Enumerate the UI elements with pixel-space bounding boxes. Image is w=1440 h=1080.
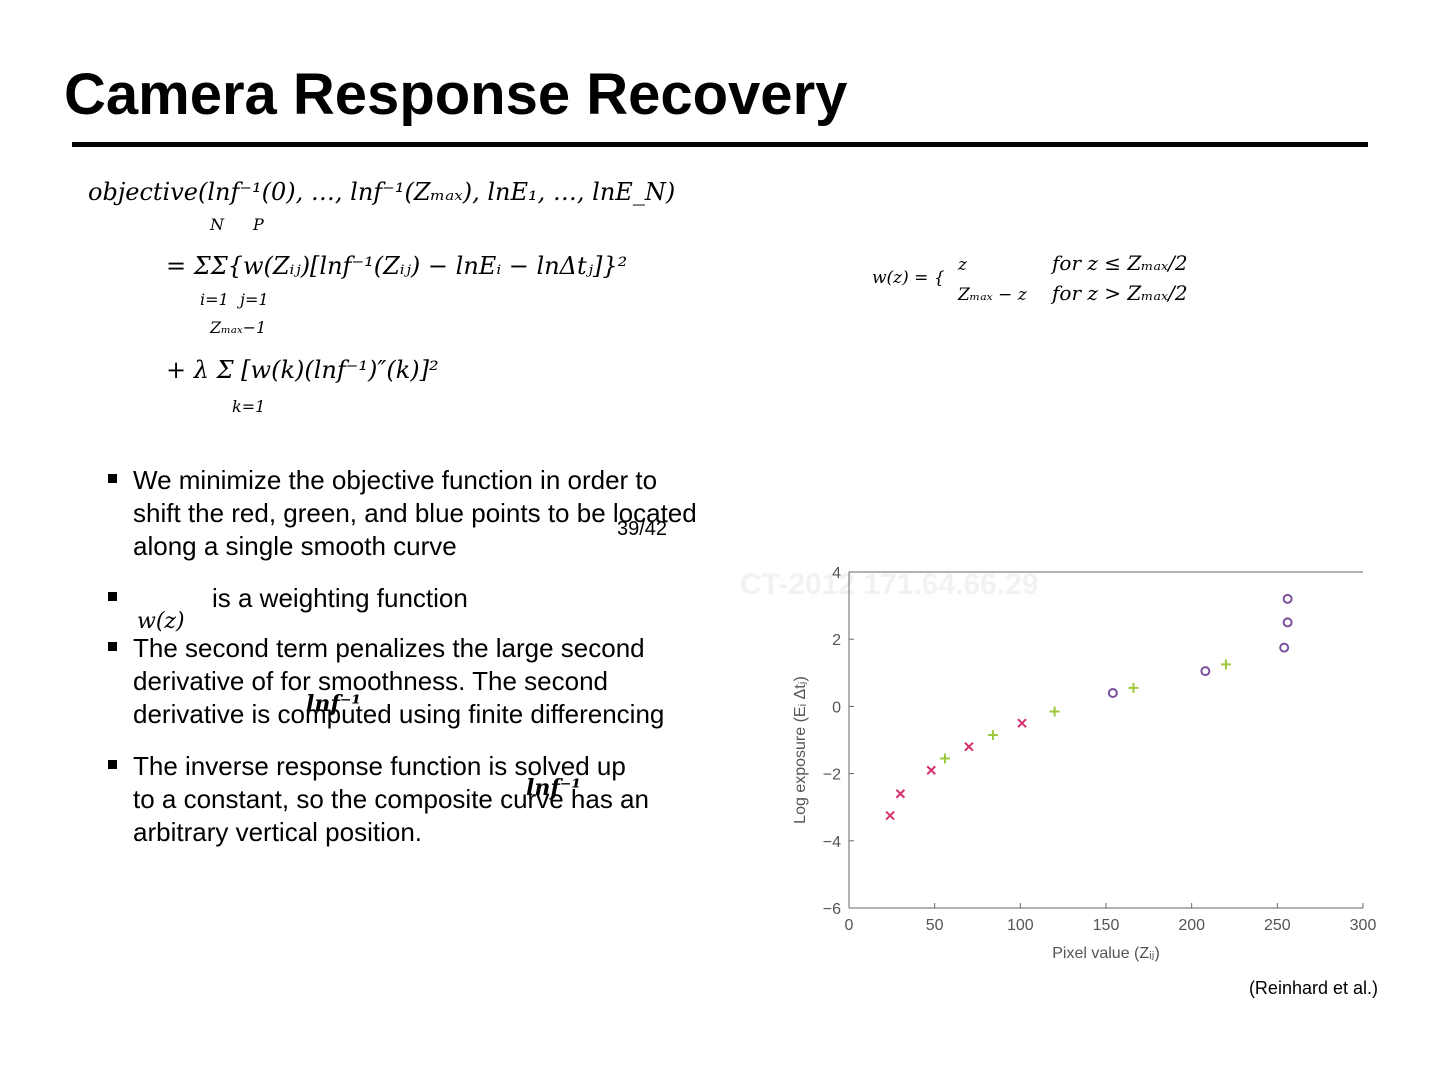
bullet-text: along a single smooth curve: [133, 531, 457, 561]
weight-case: for z > Zₘₐₓ/2: [1050, 281, 1188, 305]
equation: objective(lnf⁻¹(0), …, lnf⁻¹(Zₘₐₓ), lnE₁…: [88, 178, 675, 206]
x-axis-label: Pixel value (Zᵢⱼ): [1052, 945, 1160, 962]
sum-limit: Zₘₐₓ−1: [209, 318, 266, 337]
point: [1107, 687, 1118, 698]
x-tick-label: 300: [1350, 917, 1377, 934]
sum-limit: N: [209, 215, 225, 234]
x-tick-label: 100: [1007, 917, 1034, 934]
bullet: [108, 642, 117, 651]
x-tick-label: 0: [845, 917, 854, 934]
bullet-math: w(z): [137, 609, 185, 634]
equation: = ΣΣ{w(Zᵢⱼ)[lnf⁻¹(Zᵢⱼ) − lnEᵢ − lnΔtⱼ]}²: [166, 252, 627, 280]
bullet-text: shift the red, green, and blue points to…: [133, 498, 697, 528]
bullet-text: derivative is computed using finite diff…: [133, 699, 664, 729]
scatter-chart: 0 50 100 150 200 250 300 −6 −4 −2 0 2 4 Pixel value (…: [792, 565, 1376, 962]
bullet-text: The inverse response function is solved …: [133, 751, 626, 781]
y-tick-label: −2: [823, 767, 841, 784]
point: [964, 742, 974, 752]
point: [987, 729, 998, 740]
y-tick-label: 0: [832, 699, 841, 716]
x-tick-label: 250: [1264, 917, 1291, 934]
x-tick-label: 50: [926, 917, 944, 934]
sum-limit: k=1: [232, 397, 265, 416]
title: Camera Response Recovery: [64, 62, 847, 127]
bullet-text: arbitrary vertical position.: [133, 817, 422, 847]
point: [939, 753, 950, 764]
watermark: CT-2012 171.64.66.29: [740, 568, 1039, 601]
bullet-math: lnf⁻¹: [526, 775, 581, 801]
weight-case: Zₘₐₓ − z: [957, 285, 1028, 305]
title-rule: [72, 142, 1368, 147]
point: [1200, 666, 1211, 677]
bullet: [108, 592, 117, 601]
point: [1128, 682, 1139, 693]
bullet-text: We minimize the objective function in or…: [133, 465, 657, 495]
bullet-text: The second term penalizes the large seco…: [133, 633, 645, 663]
citation: (Reinhard et al.): [1249, 978, 1378, 998]
point: [1279, 642, 1290, 653]
point: [885, 810, 895, 821]
bullet-text: to a constant, so the composite curve ha…: [133, 784, 649, 814]
bullet-math: lnf⁻¹: [306, 691, 361, 717]
weight-case: for z ≤ Zₘₐₓ/2: [1050, 251, 1188, 275]
y-tick-label: 4: [832, 565, 841, 582]
y-tick-label: 2: [832, 632, 841, 649]
x-tick-label: 200: [1178, 917, 1205, 934]
sum-limit: j=1: [237, 290, 269, 309]
point: [1282, 593, 1293, 604]
y-axis-label: Log exposure (Eᵢ Δtⱼ): [792, 676, 809, 824]
sum-limit: P: [252, 215, 264, 234]
bullet: [108, 760, 117, 769]
point: [1220, 659, 1231, 670]
weight-lhs: w(z) = {: [872, 268, 945, 288]
bullet-text: derivative of for smoothness. The second: [133, 666, 608, 696]
equation: + λ Σ [w(k)(lnf⁻¹)″(k)]²: [166, 356, 439, 384]
point: [926, 765, 936, 775]
bullet: [108, 474, 117, 483]
weight-case: z: [957, 255, 968, 275]
point: [1017, 718, 1027, 728]
point: [895, 789, 906, 799]
point: [1049, 706, 1060, 717]
x-tick-label: 150: [1093, 917, 1120, 934]
y-tick-label: −4: [823, 834, 841, 851]
page-number: 39/42: [617, 518, 667, 540]
bullets: We minimize the objective function in or…: [108, 465, 697, 847]
y-tick-label: −6: [823, 901, 841, 918]
bullet-text: is a weighting function: [212, 583, 468, 613]
sum-limit: i=1: [200, 290, 229, 309]
point: [1282, 617, 1293, 628]
